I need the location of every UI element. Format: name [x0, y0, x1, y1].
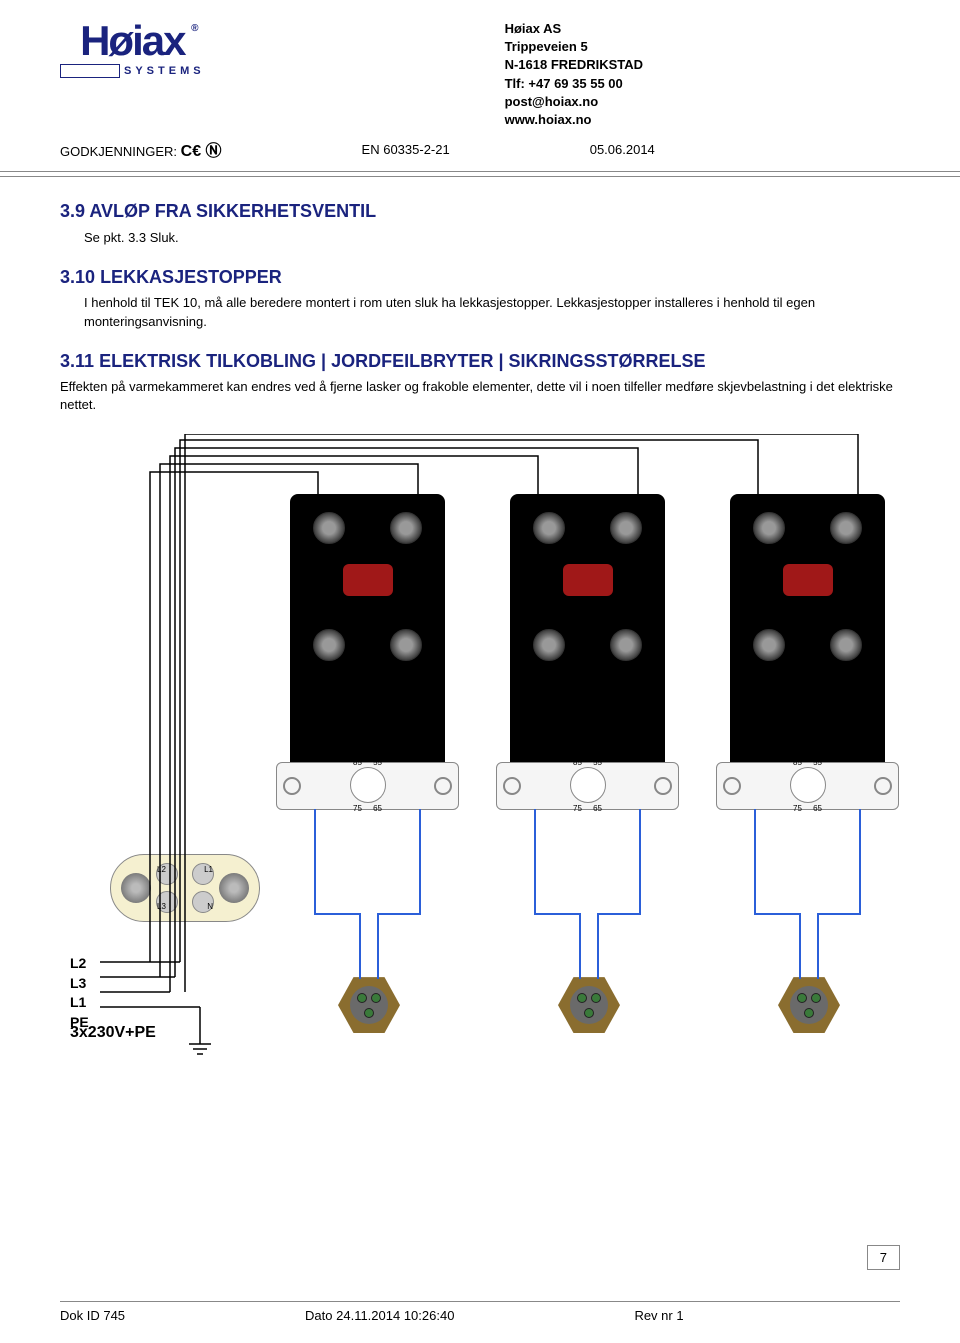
power-system-label: 3x230V+PE	[70, 1022, 156, 1044]
ground-icon	[185, 1034, 215, 1064]
document-header: Høiax® SYSTEMS Høiax AS Trippeveien 5 N-…	[0, 0, 960, 129]
plate-l3: L3	[157, 902, 166, 911]
company-name: Høiax AS	[505, 20, 643, 38]
section-3-11-body: Effekten på varmekammeret kan endres ved…	[60, 378, 900, 414]
divider	[0, 171, 960, 172]
footer-doc-id: Dok ID 745	[60, 1308, 125, 1323]
company-address-2: N-1618 FREDRIKSTAD	[505, 56, 643, 74]
section-3-11-title: ELEKTRISK TILKOBLING | JORDFEILBRYTER | …	[99, 351, 705, 371]
document-footer: 7 Dok ID 745 Dato 24.11.2014 10:26:40 Re…	[0, 1295, 960, 1323]
company-email: post@hoiax.no	[505, 93, 643, 111]
section-3-10-body: I henhold til TEK 10, må alle beredere m…	[84, 294, 900, 330]
approvals-row: GODKJENNINGER: C€ Ⓝ EN 60335-2-21 05.06.…	[0, 129, 960, 165]
section-3-9-body: Se pkt. 3.3 Sluk.	[84, 229, 900, 247]
wiring-diagram: 85 55 75 65 85 55 75 65	[60, 434, 900, 1074]
thermostat-2: 85 55 75 65	[510, 494, 665, 774]
section-3-9-heading: 3.9 AVLØP FRA SIKKERHETSVENTIL	[60, 199, 900, 223]
company-logo: Høiax® SYSTEMS	[60, 20, 205, 78]
power-lines-label: L2 L3 L1 PE	[70, 954, 89, 1032]
footer-rev: Rev nr 1	[634, 1308, 683, 1323]
standard-number: EN 60335-2-21	[362, 142, 450, 157]
approvals-label: GODKJENNINGER:	[60, 144, 177, 159]
thermostat-3: 85 55 75 65	[730, 494, 885, 774]
connector-1	[338, 974, 400, 1046]
footer-date: Dato 24.11.2014 10:26:40	[305, 1308, 454, 1323]
page-number: 7	[867, 1245, 900, 1270]
terminal-plate: L2 L1 L3 N	[110, 854, 260, 922]
company-address-block: Høiax AS Trippeveien 5 N-1618 FREDRIKSTA…	[505, 20, 643, 129]
plate-n: N	[207, 902, 213, 911]
section-3-10-heading: 3.10 LEKKASJESTOPPER	[60, 267, 900, 288]
ce-mark-icon: C€ Ⓝ	[181, 143, 222, 160]
section-3-10-title: LEKKASJESTOPPER	[100, 267, 282, 287]
connector-2	[558, 974, 620, 1046]
logo-wordmark: Høiax®	[80, 20, 184, 62]
divider	[0, 176, 960, 177]
approvals-date: 05.06.2014	[590, 142, 655, 157]
company-address-1: Trippeveien 5	[505, 38, 643, 56]
thermostat-1: 85 55 75 65	[290, 494, 445, 774]
section-3-9-title: AVLØP FRA SIKKERHETSVENTIL	[89, 201, 376, 221]
logo-subtext: SYSTEMS	[60, 64, 205, 78]
plate-l1: L1	[204, 865, 213, 874]
company-web: www.hoiax.no	[505, 111, 643, 129]
company-phone: Tlf: +47 69 35 55 00	[505, 75, 643, 93]
connector-3	[778, 974, 840, 1046]
section-3-11-heading: 3.11 ELEKTRISK TILKOBLING | JORDFEILBRYT…	[60, 351, 900, 372]
document-body: 3.9 AVLØP FRA SIKKERHETSVENTIL Se pkt. 3…	[0, 183, 960, 1074]
plate-l2: L2	[157, 865, 166, 874]
